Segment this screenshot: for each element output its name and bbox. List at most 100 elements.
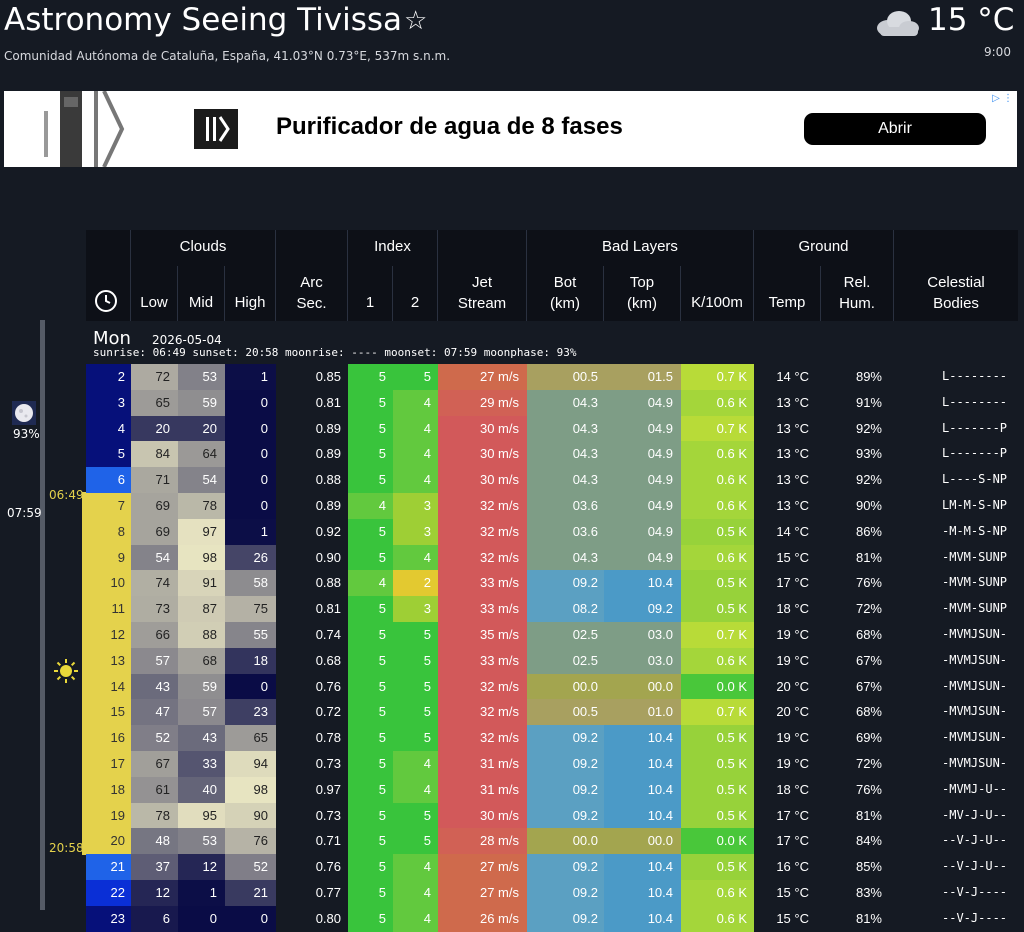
table-row[interactable]: 2 72 53 1 0.85 5 5 27 m/s 00.5 01.5 0.7 K 14 °C 89% L…	[86, 364, 1018, 390]
cell-temp: 19 °C	[754, 621, 821, 648]
table-row[interactable]: 19 78 95 90 0.73 5 5 30 m/s 09.2 10.4 0.5 K 17 °C 81…	[86, 802, 1018, 829]
cell-layer-top: 10.4	[604, 905, 681, 932]
cell-layer-bot: 09.2	[527, 776, 604, 803]
cell-arc-sec: 0.80	[276, 905, 348, 932]
cell-arc-sec: 0.73	[276, 750, 348, 777]
cell-rel-hum: 76%	[821, 776, 894, 803]
cell-rel-hum: 76%	[821, 570, 894, 597]
table-row[interactable]: 7 69 78 0 0.89 4 3 32 m/s 03.6 04.9 0.6 K 13 °C 90% L…	[86, 492, 1018, 519]
cell-temp: 18 °C	[754, 596, 821, 622]
cell-k-per-100m: 0.7 K	[681, 364, 754, 390]
cell-cloud-high: 58	[225, 570, 276, 597]
cell-rel-hum: 83%	[821, 879, 894, 906]
table-row[interactable]: 20 48 53 76 0.71 5 5 28 m/s 00.0 00.0 0.0 K 17 °C 84…	[86, 828, 1018, 855]
cell-hour: 22	[86, 879, 131, 906]
table-row[interactable]: 17 67 33 94 0.73 5 4 31 m/s 09.2 10.4 0.5 K 19 °C 72…	[86, 750, 1018, 777]
table-row[interactable]: 21 37 12 52 0.76 5 4 27 m/s 09.2 10.4 0.5 K 16 °C 85…	[86, 854, 1018, 880]
ad-banner[interactable]: Purificador de agua de 8 fases Abrir ▷ ⋮	[4, 91, 1017, 167]
cell-jet-stream: 30 m/s	[438, 415, 527, 442]
cell-temp: 13 °C	[754, 415, 821, 442]
cell-temp: 19 °C	[754, 647, 821, 674]
cell-temp: 13 °C	[754, 492, 821, 519]
header-cel-line2: Bodies	[933, 295, 979, 312]
location-subtitle: Comunidad Autónoma de Cataluña, España, …	[4, 49, 451, 63]
cell-arc-sec: 0.76	[276, 854, 348, 880]
table-row[interactable]: 14 43 59 0 0.76 5 5 32 m/s 00.0 00.0 0.0 K 20 °C 67%…	[86, 673, 1018, 700]
cell-cloud-low: 84	[131, 441, 178, 468]
table-row[interactable]: 4 20 20 0 0.89 5 4 30 m/s 04.3 04.9 0.7 K 13 °C 92% L…	[86, 415, 1018, 442]
cell-celestial: -MVMJSUN-	[894, 647, 1018, 674]
cell-rel-hum: 92%	[821, 415, 894, 442]
table-row[interactable]: 15 47 57 23 0.72 5 5 32 m/s 00.5 01.0 0.7 K 20 °C 68…	[86, 699, 1018, 726]
cell-index-1: 5	[348, 389, 393, 416]
cell-cloud-mid: 53	[178, 828, 225, 855]
cell-jet-stream: 29 m/s	[438, 389, 527, 416]
header-cel-line1: Celestial	[927, 274, 985, 291]
cell-k-per-100m: 0.5 K	[681, 518, 754, 545]
cell-k-per-100m: 0.5 K	[681, 776, 754, 803]
ad-choices-icon[interactable]: ▷ ⋮	[992, 93, 1013, 104]
cell-cloud-mid: 91	[178, 570, 225, 597]
cell-rel-hum: 67%	[821, 673, 894, 700]
cell-k-per-100m: 0.7 K	[681, 621, 754, 648]
header-ground: Ground	[753, 230, 893, 266]
header-index: Index	[347, 230, 437, 266]
cell-layer-bot: 09.2	[527, 725, 604, 751]
table-row[interactable]: 23 6 0 0 0.80 5 4 26 m/s 09.2 10.4 0.6 K 15 °C 81% --…	[86, 905, 1018, 932]
cell-rel-hum: 85%	[821, 854, 894, 880]
cell-cloud-low: 67	[131, 750, 178, 777]
table-row[interactable]: 18 61 40 98 0.97 5 4 31 m/s 09.2 10.4 0.5 K 18 °C 76…	[86, 776, 1018, 803]
cell-layer-top: 03.0	[604, 621, 681, 648]
cell-layer-bot: 09.2	[527, 854, 604, 880]
cell-rel-hum: 92%	[821, 467, 894, 493]
cell-cloud-low: 69	[131, 492, 178, 519]
scrollbar-track[interactable]	[40, 320, 45, 910]
moonset-time: 07:59	[7, 506, 42, 520]
cell-index-1: 5	[348, 828, 393, 855]
table-row[interactable]: 3 65 59 0 0.81 5 4 29 m/s 04.3 04.9 0.6 K 13 °C 91% L…	[86, 389, 1018, 416]
ad-open-button[interactable]: Abrir	[804, 113, 986, 145]
cell-cloud-high: 0	[225, 467, 276, 493]
cell-cloud-low: 69	[131, 518, 178, 545]
cell-index-1: 5	[348, 854, 393, 880]
table-row[interactable]: 13 57 68 18 0.68 5 5 33 m/s 02.5 03.0 0.6 K 19 °C 67…	[86, 647, 1018, 674]
table-row[interactable]: 6 71 54 0 0.88 5 4 30 m/s 04.3 04.9 0.6 K 13 °C 92% L…	[86, 467, 1018, 493]
cell-arc-sec: 0.68	[276, 647, 348, 674]
cell-cloud-mid: 59	[178, 673, 225, 700]
moon-phase-percent: 93%	[13, 427, 40, 441]
cell-rel-hum: 68%	[821, 621, 894, 648]
cell-k-per-100m: 0.7 K	[681, 415, 754, 442]
cell-index-1: 5	[348, 750, 393, 777]
daylight-bar	[82, 492, 86, 855]
cell-layer-bot: 03.6	[527, 492, 604, 519]
table-row[interactable]: 16 52 43 65 0.78 5 5 32 m/s 09.2 10.4 0.5 K 19 °C 69…	[86, 725, 1018, 751]
star-icon[interactable]: ☆	[404, 6, 428, 36]
table-row[interactable]: 5 84 64 0 0.89 5 4 30 m/s 04.3 04.9 0.6 K 13 °C 93% L…	[86, 441, 1018, 468]
cell-layer-top: 04.9	[604, 415, 681, 442]
cell-k-per-100m: 0.5 K	[681, 750, 754, 777]
cell-layer-top: 09.2	[604, 596, 681, 622]
table-row[interactable]: 9 54 98 26 0.90 5 4 32 m/s 04.3 04.9 0.6 K 15 °C 81%…	[86, 544, 1018, 571]
table-row[interactable]: 22 12 1 21 0.77 5 4 27 m/s 09.2 10.4 0.6 K 15 °C 83%…	[86, 879, 1018, 906]
cell-hour: 13	[86, 647, 131, 674]
cell-cloud-low: 54	[131, 544, 178, 571]
header-index-1: 1	[347, 266, 392, 321]
cell-k-per-100m: 0.5 K	[681, 725, 754, 751]
table-row[interactable]: 12 66 88 55 0.74 5 5 35 m/s 02.5 03.0 0.7 K 19 °C 68…	[86, 621, 1018, 648]
current-temperature: 15 °C	[928, 2, 1015, 38]
cell-cloud-mid: 97	[178, 518, 225, 545]
cell-cloud-low: 66	[131, 621, 178, 648]
cell-hour: 3	[86, 389, 131, 416]
table-row[interactable]: 11 73 87 75 0.81 5 3 33 m/s 08.2 09.2 0.5 K 18 °C 72…	[86, 596, 1018, 622]
cell-index-2: 4	[393, 854, 438, 880]
cell-k-per-100m: 0.5 K	[681, 570, 754, 597]
cell-k-per-100m: 0.6 K	[681, 879, 754, 906]
table-row[interactable]: 10 74 91 58 0.88 4 2 33 m/s 09.2 10.4 0.5 K 17 °C 76…	[86, 570, 1018, 597]
header-jet-line1: Jet	[471, 274, 492, 291]
cell-jet-stream: 30 m/s	[438, 441, 527, 468]
cell-cloud-high: 75	[225, 596, 276, 622]
cell-layer-top: 10.4	[604, 570, 681, 597]
cell-celestial: --V-J----	[894, 905, 1018, 932]
table-row[interactable]: 8 69 97 1 0.92 5 3 32 m/s 03.6 04.9 0.5 K 14 °C 86% -…	[86, 518, 1018, 545]
cell-cloud-low: 47	[131, 699, 178, 726]
